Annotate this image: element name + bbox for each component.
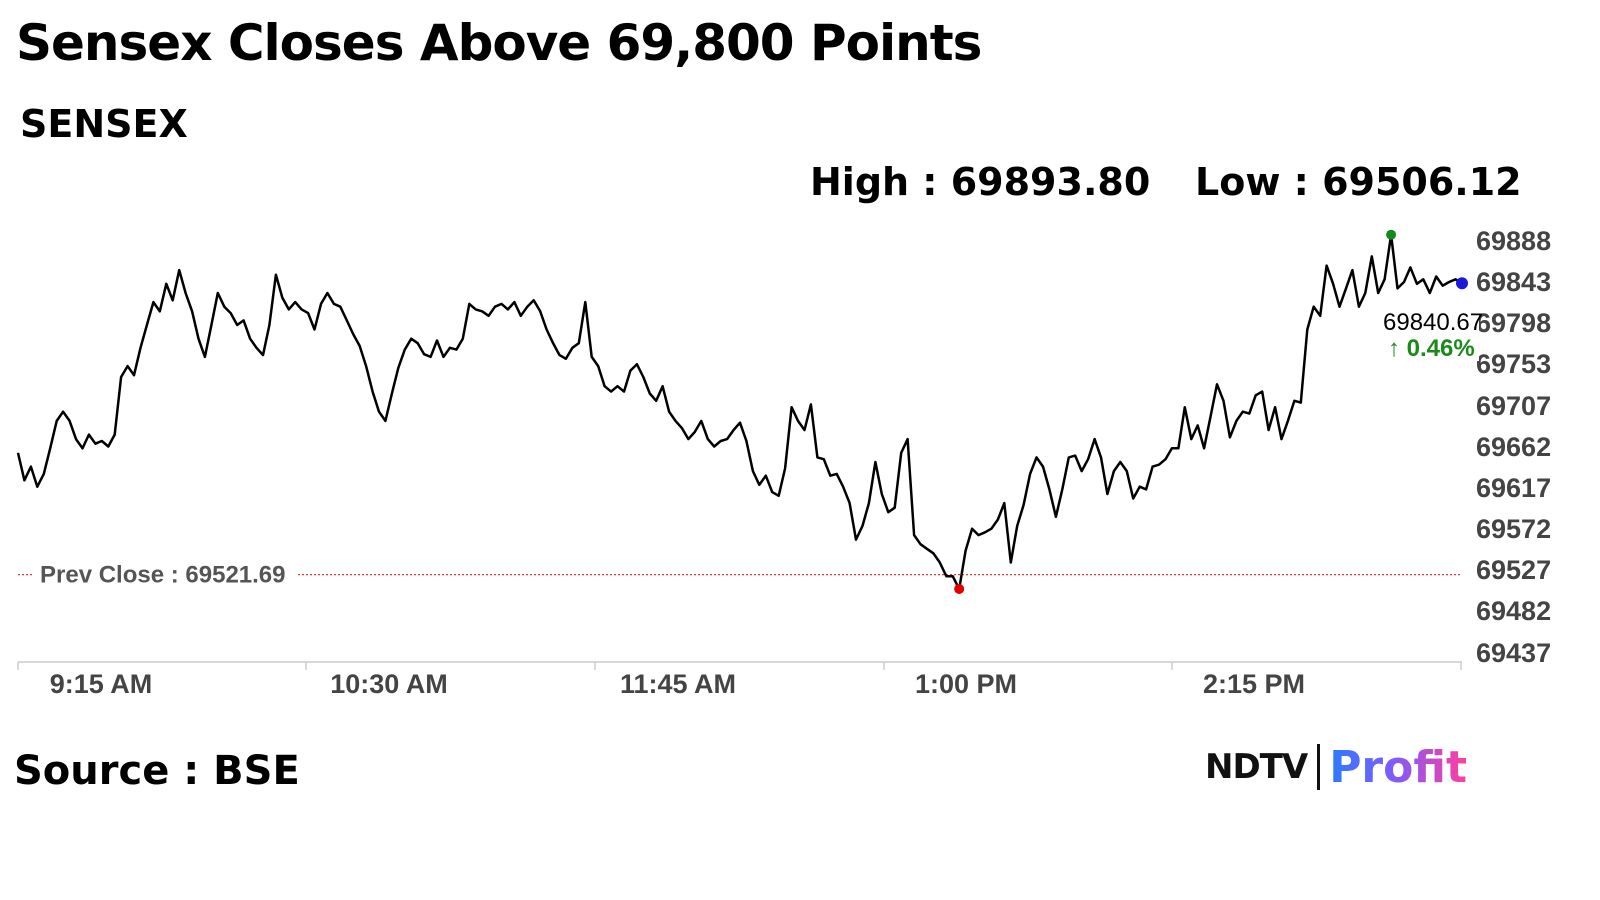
y-tick-label: 69482 <box>1476 596 1551 626</box>
day-high: High : 69893.80 <box>810 160 1151 204</box>
x-tick-label: 11:45 AM <box>620 669 736 699</box>
y-tick-label: 69753 <box>1476 349 1551 379</box>
x-tick-label: 10:30 AM <box>330 669 448 699</box>
x-tick-label: 2:15 PM <box>1203 669 1305 699</box>
low-marker <box>954 583 965 594</box>
y-axis: 69888 69843 69798 69753 69707 69662 6961… <box>1476 226 1551 668</box>
price-line <box>16 233 1463 591</box>
intraday-line-chart: 9:15 AM 10:30 AM 11:45 AM 1:00 PM 2:15 P… <box>16 226 1551 699</box>
chart-title: Sensex Closes Above 69,800 Points <box>16 14 982 72</box>
last-price-marker <box>1456 277 1468 290</box>
change-percent-label: ↑ 0.46% <box>1388 335 1475 362</box>
prev-close-label-bg <box>34 560 296 589</box>
prev-close-label: Prev Close : 69521.69 <box>40 562 286 589</box>
y-tick-label: 69617 <box>1476 473 1551 503</box>
index-name: SENSEX <box>20 102 188 146</box>
logo-ndtv-text: NDTV <box>1205 747 1308 787</box>
y-tick-label: 69798 <box>1476 308 1551 338</box>
last-price-label: 69840.67 <box>1383 309 1483 336</box>
logo-profit-text: Profit <box>1329 741 1468 793</box>
y-tick-label: 69437 <box>1476 638 1551 668</box>
y-tick-label: 69888 <box>1476 226 1551 256</box>
x-tick-label: 1:00 PM <box>915 669 1017 699</box>
y-tick-label: 69527 <box>1476 555 1551 585</box>
ndtv-profit-logo: NDTV Profit <box>1205 741 1468 793</box>
source-credit: Source : BSE <box>14 748 300 794</box>
logo-divider <box>1317 744 1321 790</box>
x-axis: 9:15 AM 10:30 AM 11:45 AM 1:00 PM 2:15 P… <box>17 661 1462 699</box>
last-price-label-bg <box>1381 307 1479 361</box>
y-tick-label: 69843 <box>1476 267 1551 297</box>
y-tick-label: 69572 <box>1476 514 1551 544</box>
x-tick-label: 9:15 AM <box>50 669 153 699</box>
high-marker <box>1386 229 1397 240</box>
day-low: Low : 69506.12 <box>1195 160 1522 204</box>
y-tick-label: 69662 <box>1476 432 1551 462</box>
y-tick-label: 69707 <box>1476 391 1551 421</box>
